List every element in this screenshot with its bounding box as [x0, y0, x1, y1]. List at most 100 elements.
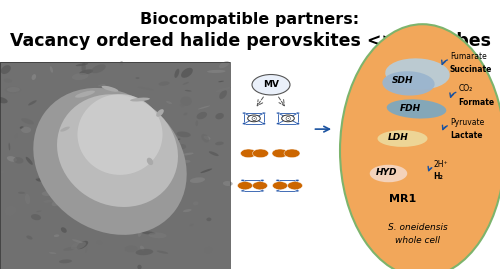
Ellipse shape	[136, 249, 153, 255]
Ellipse shape	[132, 179, 150, 185]
Ellipse shape	[181, 68, 193, 78]
Circle shape	[284, 185, 288, 187]
Bar	[0, 62, 230, 269]
Text: MV: MV	[263, 80, 279, 89]
Ellipse shape	[193, 201, 198, 206]
Ellipse shape	[184, 112, 188, 115]
Circle shape	[250, 185, 254, 187]
Ellipse shape	[180, 104, 184, 107]
Ellipse shape	[80, 136, 92, 142]
Ellipse shape	[54, 123, 62, 132]
Ellipse shape	[69, 179, 80, 182]
Ellipse shape	[370, 165, 407, 182]
Ellipse shape	[4, 206, 16, 216]
Circle shape	[240, 149, 256, 158]
Ellipse shape	[148, 232, 166, 238]
Ellipse shape	[386, 99, 446, 119]
Text: S. oneidensis
whole cell: S. oneidensis whole cell	[388, 223, 448, 245]
Ellipse shape	[216, 87, 230, 92]
Ellipse shape	[138, 265, 141, 269]
Ellipse shape	[120, 61, 124, 65]
Circle shape	[296, 123, 300, 125]
Ellipse shape	[180, 97, 192, 106]
Bar	[0, 62, 230, 269]
Ellipse shape	[147, 158, 153, 165]
Ellipse shape	[106, 216, 114, 225]
Ellipse shape	[142, 174, 148, 178]
Ellipse shape	[182, 160, 190, 163]
Circle shape	[252, 182, 268, 190]
Ellipse shape	[150, 109, 159, 113]
Ellipse shape	[160, 184, 170, 188]
Ellipse shape	[1, 65, 11, 74]
Ellipse shape	[31, 174, 43, 179]
Ellipse shape	[140, 122, 149, 128]
Ellipse shape	[79, 69, 93, 75]
Ellipse shape	[32, 160, 44, 163]
Circle shape	[276, 123, 280, 125]
Ellipse shape	[14, 157, 24, 164]
Ellipse shape	[34, 88, 186, 235]
Text: $\odot$: $\odot$	[250, 114, 258, 123]
Ellipse shape	[25, 194, 30, 204]
Circle shape	[296, 112, 300, 114]
Ellipse shape	[166, 173, 183, 177]
Ellipse shape	[54, 121, 68, 127]
Text: Pyruvate: Pyruvate	[450, 118, 484, 127]
Ellipse shape	[190, 224, 194, 226]
Ellipse shape	[50, 66, 53, 73]
Circle shape	[238, 182, 252, 190]
Ellipse shape	[26, 157, 32, 165]
Ellipse shape	[82, 62, 86, 73]
Text: Vacancy ordered halide perovskites <> Microbes: Vacancy ordered halide perovskites <> Mi…	[10, 32, 490, 50]
Ellipse shape	[8, 143, 10, 150]
Circle shape	[262, 123, 266, 125]
Ellipse shape	[49, 136, 64, 140]
Circle shape	[260, 190, 264, 192]
Text: Biocompatible partners:: Biocompatible partners:	[140, 12, 360, 27]
Ellipse shape	[110, 95, 122, 100]
Ellipse shape	[18, 192, 25, 194]
Ellipse shape	[174, 150, 184, 156]
Ellipse shape	[176, 132, 191, 137]
Circle shape	[272, 182, 287, 190]
Ellipse shape	[167, 139, 180, 142]
Ellipse shape	[20, 126, 24, 129]
Ellipse shape	[0, 97, 8, 103]
Ellipse shape	[209, 151, 218, 156]
Ellipse shape	[31, 214, 41, 220]
Ellipse shape	[63, 247, 77, 251]
Circle shape	[260, 179, 264, 181]
Ellipse shape	[45, 147, 55, 151]
Ellipse shape	[69, 111, 80, 118]
Ellipse shape	[85, 211, 98, 219]
Ellipse shape	[178, 165, 185, 167]
Ellipse shape	[159, 200, 168, 205]
Ellipse shape	[216, 113, 224, 119]
Ellipse shape	[136, 77, 140, 79]
Text: SDH: SDH	[392, 76, 413, 85]
Ellipse shape	[124, 209, 132, 216]
Ellipse shape	[80, 111, 83, 113]
Ellipse shape	[158, 82, 170, 86]
Ellipse shape	[4, 87, 21, 93]
Ellipse shape	[95, 206, 104, 211]
Ellipse shape	[84, 96, 90, 106]
Circle shape	[288, 182, 302, 190]
Ellipse shape	[86, 104, 96, 110]
Text: CO₂: CO₂	[458, 84, 472, 93]
Circle shape	[288, 183, 292, 186]
Ellipse shape	[4, 79, 12, 83]
Ellipse shape	[78, 94, 162, 175]
Ellipse shape	[52, 198, 62, 206]
Ellipse shape	[85, 246, 87, 253]
Circle shape	[252, 149, 268, 158]
Ellipse shape	[43, 118, 46, 121]
Circle shape	[250, 118, 254, 120]
Ellipse shape	[158, 118, 168, 123]
Ellipse shape	[126, 102, 134, 109]
Ellipse shape	[72, 73, 88, 80]
Ellipse shape	[116, 198, 121, 206]
Ellipse shape	[340, 24, 500, 269]
Circle shape	[252, 75, 290, 95]
